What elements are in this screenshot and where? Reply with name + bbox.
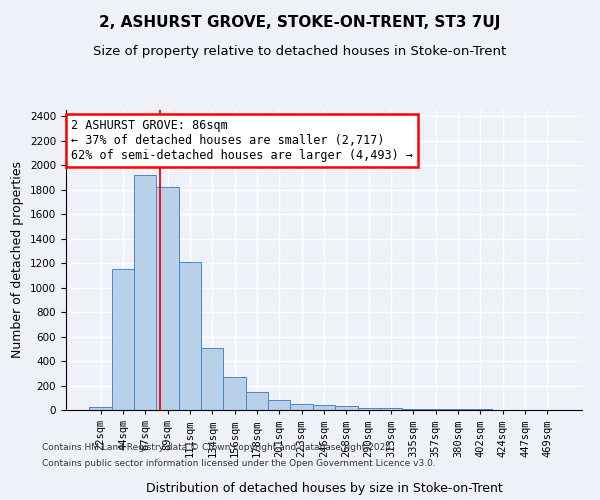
Text: Contains HM Land Registry data © Crown copyright and database right 2024.: Contains HM Land Registry data © Crown c… [42, 444, 394, 452]
Bar [469, 408, 491, 410]
Bar [246, 392, 268, 410]
Bar [268, 400, 290, 410]
Text: Size of property relative to detached houses in Stoke-on-Trent: Size of property relative to detached ho… [94, 45, 506, 58]
Bar [223, 377, 246, 410]
Bar [380, 408, 402, 410]
Y-axis label: Number of detached properties: Number of detached properties [11, 162, 25, 358]
Bar [402, 408, 425, 410]
Bar [89, 407, 112, 410]
Bar [201, 348, 223, 410]
Bar [358, 408, 380, 410]
Bar [290, 404, 313, 410]
Text: Contains public sector information licensed under the Open Government Licence v3: Contains public sector information licen… [42, 458, 436, 468]
Text: Distribution of detached houses by size in Stoke-on-Trent: Distribution of detached houses by size … [146, 482, 502, 495]
Text: 2 ASHURST GROVE: 86sqm
← 37% of detached houses are smaller (2,717)
62% of semi-: 2 ASHURST GROVE: 86sqm ← 37% of detached… [71, 119, 413, 162]
Bar [313, 406, 335, 410]
Text: 2, ASHURST GROVE, STOKE-ON-TRENT, ST3 7UJ: 2, ASHURST GROVE, STOKE-ON-TRENT, ST3 7U… [100, 15, 500, 30]
Bar [157, 187, 179, 410]
Bar [112, 269, 134, 410]
Bar [335, 406, 358, 410]
Bar [179, 262, 201, 410]
Bar [134, 175, 157, 410]
